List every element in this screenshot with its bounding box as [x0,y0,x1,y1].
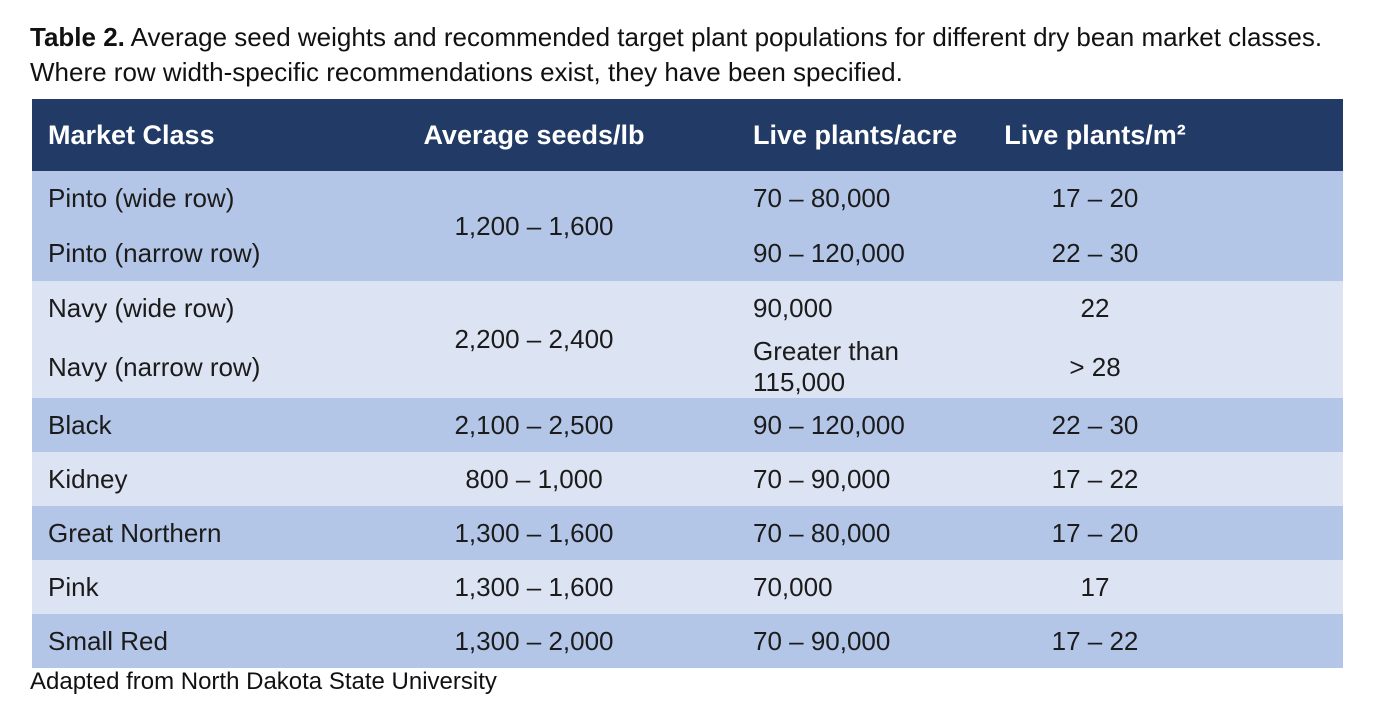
cell-market-class: Pink [32,560,332,614]
table-caption-text: Average seed weights and recommended tar… [30,22,1323,87]
table-caption-label: Table 2. [30,22,125,52]
table-row: Pink 1,300 – 1,600 70,000 17 [32,560,1343,614]
cell-plants-per-acre: 90 – 120,000 [736,398,986,452]
cell-market-class: Navy (narrow row) [32,336,332,398]
table-header-row: Market Class Average seeds/lb Live plant… [32,99,1343,171]
cell-seeds-per-lb: 1,300 – 1,600 [332,560,736,614]
cell-seeds-per-lb: 1,300 – 1,600 [332,506,736,560]
cell-plants-per-acre: 90 – 120,000 [736,226,986,281]
cell-market-class: Pinto (narrow row) [32,226,332,281]
cell-plants-per-m2: 17 – 20 [986,506,1343,560]
table-row: Pinto (wide row) 1,200 – 1,600 70 – 80,0… [32,171,1343,281]
table-row: Navy (wide row) 2,200 – 2,400 90,000 22 [32,281,1343,398]
cell-plants-per-m2: 17 – 20 [986,171,1343,226]
cell-plants-per-acre: 90,000 [736,281,986,336]
cell-market-class: Pinto (wide row) [32,171,332,226]
cell-plants-per-acre: 70 – 80,000 [736,506,986,560]
cell-plants-per-acre: 70 – 80,000 [736,171,986,226]
cell-seeds-per-lb: 2,200 – 2,400 [332,281,736,398]
table-caption: Table 2. Average seed weights and recomm… [30,20,1325,90]
table-row: Navy (narrow row) Greater than 115,000 >… [32,336,1343,398]
cell-seeds-per-lb: 2,100 – 2,500 [332,398,736,452]
cell-plants-per-m2: > 28 [986,336,1343,398]
cell-plants-per-acre: 70 – 90,000 [736,614,986,668]
cell-plants-per-m2: 17 [986,560,1343,614]
table-row: Small Red 1,300 – 2,000 70 – 90,000 17 –… [32,614,1343,668]
cell-plants-per-acre: 70,000 [736,560,986,614]
cell-plants-per-m2: 22 – 30 [986,398,1343,452]
cell-plants-per-m2: 17 – 22 [986,614,1343,668]
cell-seeds-per-lb: 1,300 – 2,000 [332,614,736,668]
cell-plants-per-acre: 70 – 90,000 [736,452,986,506]
cell-market-class: Black [32,398,332,452]
cell-plants-per-m2: 22 – 30 [986,226,1343,281]
table-row: Black 2,100 – 2,500 90 – 120,000 22 – 30 [32,398,1343,452]
header-plants-per-acre: Live plants/acre [736,99,986,171]
cell-plants-per-acre: Greater than 115,000 [736,336,986,398]
cell-market-class: Navy (wide row) [32,281,332,336]
table-row: Kidney 800 – 1,000 70 – 90,000 17 – 22 [32,452,1343,506]
header-plants-per-m2: Live plants/m² [986,99,1343,171]
table-row: Great Northern 1,300 – 1,600 70 – 80,000… [32,506,1343,560]
table-row: Pinto (narrow row) 90 – 120,000 22 – 30 [32,226,1343,281]
cell-seeds-per-lb: 800 – 1,000 [332,452,736,506]
cell-market-class: Great Northern [32,506,332,560]
source-attribution: Adapted from North Dakota State Universi… [30,668,497,695]
header-market-class: Market Class [32,99,332,171]
cell-market-class: Small Red [32,614,332,668]
cell-plants-per-m2: 22 [986,281,1343,336]
cell-market-class: Kidney [32,452,332,506]
dry-bean-table: Market Class Average seeds/lb Live plant… [32,99,1343,668]
cell-plants-per-m2: 17 – 22 [986,452,1343,506]
header-seeds-per-lb: Average seeds/lb [332,99,736,171]
cell-seeds-per-lb: 1,200 – 1,600 [332,171,736,281]
